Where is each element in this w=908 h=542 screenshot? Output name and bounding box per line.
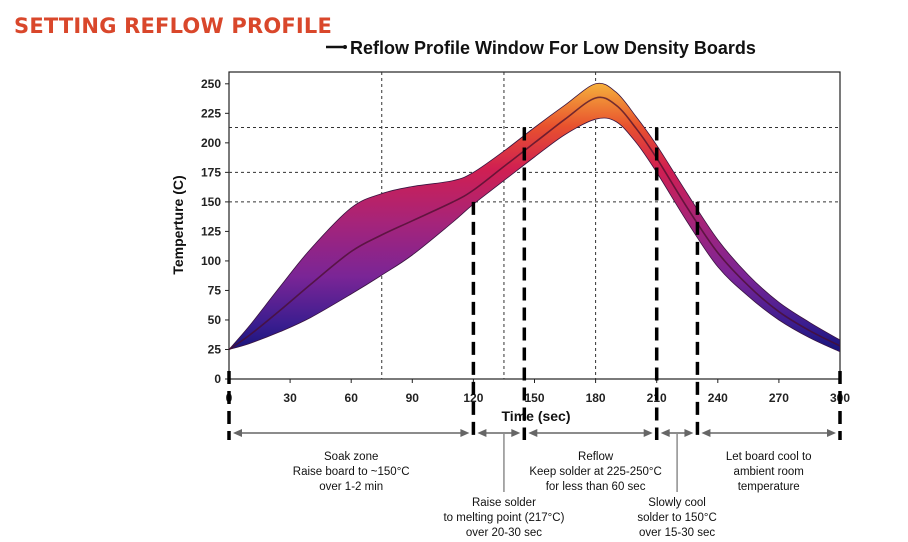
x-tick-label: 60 — [345, 391, 359, 405]
profile-center-line — [229, 96, 840, 351]
zone-annotation: Soak zone Raise board to ~150°C over 1-2 m… — [293, 451, 410, 493]
zone-annotation: Reflow Keep solder at 225-250°C for less t… — [529, 451, 661, 493]
legend-point-marker — [343, 45, 347, 49]
x-tick-label: 270 — [769, 391, 789, 405]
y-tick-label: 175 — [201, 165, 221, 179]
y-tick-label: 125 — [201, 224, 221, 238]
y-tick-label: 50 — [208, 313, 222, 327]
x-tick-label: 240 — [708, 391, 728, 405]
zone-annotation-line: temperature — [738, 481, 800, 493]
chart-legend — [326, 45, 347, 49]
zone-markers — [227, 127, 842, 492]
zone-annotations: Soak zone Raise board to ~150°C over 1-2 m… — [293, 451, 812, 539]
y-tick-label: 225 — [201, 106, 221, 120]
zone-arrow-head-right — [460, 429, 470, 437]
x-tick-label: 150 — [524, 391, 544, 405]
zone-arrow-head-left — [660, 429, 670, 437]
y-tick-label: 0 — [214, 372, 221, 386]
zone-annotation-line: to melting point (217°C) — [443, 512, 564, 524]
y-tick-label: 100 — [201, 254, 221, 268]
zone-annotation-line: solder to 150°C — [637, 512, 716, 524]
x-axis-label: Time (sec) — [502, 408, 571, 424]
zone-arrow-head-left — [528, 429, 538, 437]
zone-annotation-line: Let board cool to — [726, 451, 812, 463]
zone-annotation: Let board cool to ambient room temperature — [726, 451, 812, 493]
x-tick-label: 120 — [463, 391, 483, 405]
chart-title: Reflow Profile Window For Low Density Bo… — [350, 38, 756, 58]
zone-annotation-line: Reflow — [578, 451, 614, 463]
zone-annotation-line: Raise solder — [472, 497, 536, 509]
zone-arrow-head-left — [233, 429, 242, 437]
page-heading: SETTING REFLOW PROFILE — [14, 14, 333, 38]
y-axis-label: Temperture (C) — [170, 175, 186, 274]
zone-arrow-head-left — [701, 429, 711, 437]
zone-arrow-head-right — [643, 429, 653, 437]
y-tick-label: 75 — [208, 283, 222, 297]
zone-annotation-line: over 15-30 sec — [639, 527, 715, 539]
profile-window-band — [229, 82, 840, 353]
x-axis-ticks: 0306090120150180210240270300 — [226, 379, 850, 405]
y-axis-ticks: 0 25 50 75 100 125 150 175 200 225 250 — [201, 77, 229, 386]
zone-arrow-head-left — [477, 429, 487, 437]
x-tick-label: 180 — [586, 391, 606, 405]
zone-arrow-head-right — [827, 429, 836, 437]
zone-annotation-line: over 1-2 min — [319, 481, 383, 493]
x-tick-label: 30 — [283, 391, 297, 405]
plot-frame — [228, 71, 841, 380]
y-tick-label: 25 — [208, 342, 222, 356]
y-tick-label: 200 — [201, 136, 221, 150]
zone-annotation: Raise solder to melting point (217°C) over… — [443, 497, 564, 539]
zone-annotation-line: Soak zone — [324, 451, 378, 463]
y-tick-label: 250 — [201, 77, 221, 91]
zone-annotation: Slowly cool solder to 150°C over 15-30 sec — [637, 497, 716, 539]
profile-band-layer — [229, 82, 840, 353]
zone-annotation-line: Slowly cool — [648, 497, 706, 509]
zone-annotation-line: Raise board to ~150°C — [293, 466, 410, 478]
zone-annotation-line: over 20-30 sec — [466, 527, 542, 539]
zone-annotation-line: ambient room — [734, 466, 804, 478]
zone-arrow-head-right — [511, 429, 521, 437]
y-tick-label: 150 — [201, 195, 221, 209]
zone-annotation-line: for less than 60 sec — [546, 481, 646, 493]
x-tick-label: 90 — [406, 391, 420, 405]
zone-arrow-head-right — [684, 429, 694, 437]
zone-annotation-line: Keep solder at 225-250°C — [529, 466, 661, 478]
